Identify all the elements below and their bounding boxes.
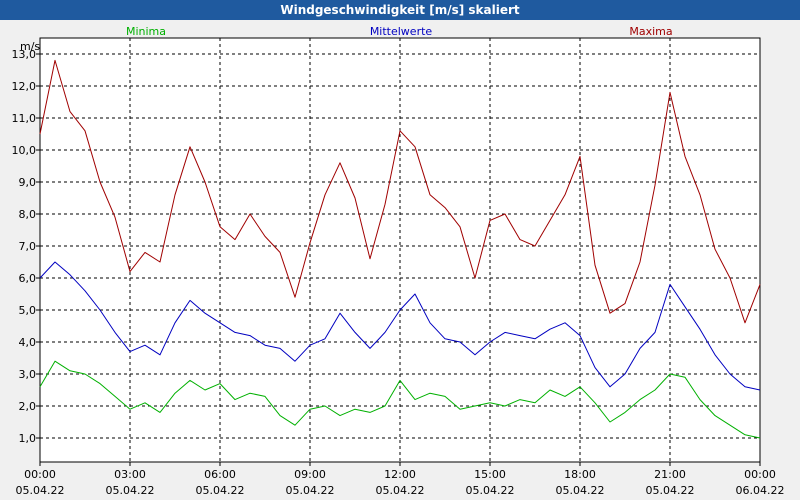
series-line-minima [39, 360, 761, 439]
x-tick-time: 12:00 [384, 468, 416, 481]
y-tick-label: 2,0 [19, 400, 37, 413]
series-lines [39, 59, 761, 439]
x-tick-date: 05.04.22 [466, 484, 515, 497]
x-tick-date: 05.04.22 [16, 484, 65, 497]
chart-title: Windgeschwindigkeit [m/s] skaliert [0, 0, 800, 20]
x-tick-date: 05.04.22 [556, 484, 605, 497]
x-tick-time: 00:00 [744, 468, 776, 481]
legend-maxima: Maxima [629, 25, 672, 38]
x-tick-time: 15:00 [474, 468, 506, 481]
series-line-mittelwerte [39, 261, 761, 391]
x-tick-date: 06.04.22 [736, 484, 785, 497]
legend: Minima Mittelwerte Maxima [126, 25, 673, 38]
legend-minima: Minima [126, 25, 166, 38]
x-tick-date: 05.04.22 [646, 484, 695, 497]
x-tick-time: 18:00 [564, 468, 596, 481]
y-axis: 1,0 2,0 3,0 4,0 5,0 6,0 7,0 8,0 9,0 10,0 11,0 12,0 1… [12, 48, 40, 445]
x-tick-time: 06:00 [204, 468, 236, 481]
legend-mittelwerte: Mittelwerte [370, 25, 433, 38]
x-tick-date: 05.04.22 [196, 484, 245, 497]
y-tick-label: 3,0 [19, 368, 37, 381]
y-tick-label: 4,0 [19, 336, 37, 349]
y-tick-label: 11,0 [12, 112, 37, 125]
y-tick-label: 7,0 [19, 240, 37, 253]
y-tick-label: 9,0 [19, 176, 37, 189]
grid [40, 38, 760, 462]
y-tick-label: 5,0 [19, 304, 37, 317]
x-tick-date: 05.04.22 [106, 484, 155, 497]
x-tick-time: 21:00 [654, 468, 686, 481]
x-tick-time: 00:00 [24, 468, 56, 481]
series-line-maxima [39, 59, 761, 324]
y-tick-label: 1,0 [19, 432, 37, 445]
x-tick-time: 03:00 [114, 468, 146, 481]
x-tick-time: 09:00 [294, 468, 326, 481]
x-tick-date: 05.04.22 [376, 484, 425, 497]
y-tick-label: 10,0 [12, 144, 37, 157]
y-tick-label: 8,0 [19, 208, 37, 221]
y-tick-label: 13,0 [12, 48, 37, 61]
y-tick-label: 6,0 [19, 272, 37, 285]
y-tick-label: 12,0 [12, 80, 37, 93]
x-tick-date: 05.04.22 [286, 484, 335, 497]
y-axis-label: m/s [20, 40, 40, 53]
x-axis: 00:00 05.04.22 03:00 05.04.22 06:00 05.04.22 0… [16, 462, 785, 497]
